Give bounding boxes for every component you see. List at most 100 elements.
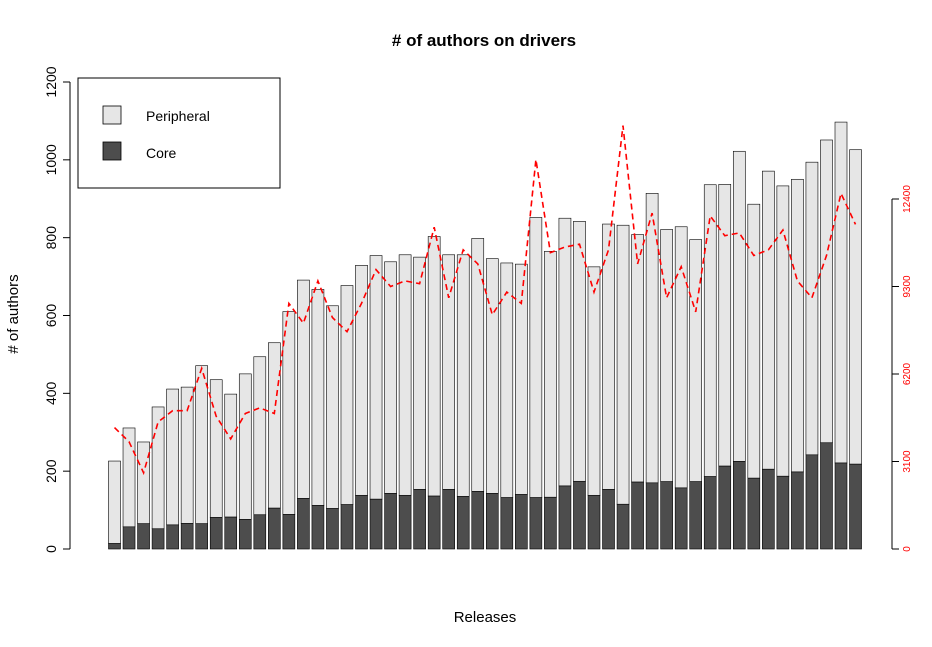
- bar-core: [180, 523, 194, 550]
- legend-swatch-peripheral: [102, 105, 122, 125]
- x-axis-label: Releases: [454, 609, 517, 626]
- bar-core: [602, 489, 615, 550]
- bar-core: [689, 481, 703, 550]
- bar-core: [224, 516, 238, 550]
- bar-core: [282, 514, 296, 550]
- bar-core: [573, 480, 586, 550]
- bar-core: [151, 528, 165, 550]
- bar-core: [398, 494, 412, 550]
- bar-peripheral: [180, 386, 194, 524]
- bar-core: [849, 463, 862, 550]
- bar-peripheral: [311, 289, 325, 506]
- bar-core: [297, 498, 310, 550]
- bar-peripheral: [631, 234, 644, 483]
- legend-swatch-core: [102, 141, 122, 161]
- bar-core: [558, 485, 572, 550]
- bar-core: [413, 489, 426, 550]
- bar-core: [253, 514, 267, 550]
- bar-core: [311, 505, 325, 550]
- right-axis: 0 3100 6200 9300 12400: [891, 185, 913, 552]
- bar-core: [485, 493, 499, 550]
- bar-peripheral: [732, 150, 746, 462]
- bar-peripheral: [515, 263, 528, 495]
- bar-core: [471, 491, 485, 550]
- bar-peripheral: [398, 254, 412, 496]
- bar-peripheral: [500, 262, 514, 498]
- bar-core: [732, 461, 746, 550]
- bar-core: [427, 495, 441, 550]
- bar-peripheral: [849, 149, 862, 465]
- bar-peripheral: [384, 261, 397, 494]
- bar-core: [674, 487, 688, 550]
- bar-peripheral: [151, 406, 165, 530]
- bar-peripheral: [137, 441, 150, 525]
- bar-peripheral: [529, 217, 543, 498]
- bar-peripheral: [282, 311, 296, 515]
- bar-group: [108, 121, 862, 550]
- bar-peripheral: [616, 224, 630, 505]
- bar-core: [544, 496, 557, 550]
- bar-core: [195, 523, 208, 550]
- bar-peripheral: [253, 356, 267, 516]
- bar-core: [718, 465, 732, 550]
- bar-peripheral: [805, 161, 819, 456]
- y2-tick-label: 9300: [902, 275, 913, 298]
- bar-core: [703, 476, 717, 550]
- bar-core: [791, 471, 804, 550]
- bar-peripheral: [355, 264, 368, 496]
- bar-peripheral: [820, 139, 833, 444]
- bar-peripheral: [689, 239, 703, 482]
- bar-core: [776, 475, 790, 550]
- bar-core: [355, 494, 368, 550]
- bar-peripheral: [297, 279, 310, 499]
- bar-peripheral: [762, 170, 775, 470]
- bar-peripheral: [268, 342, 281, 509]
- y-tick-label: 0: [43, 545, 59, 553]
- y-tick-label: 1200: [43, 66, 59, 97]
- y2-tick-label: 3100: [902, 450, 913, 473]
- bar-core: [238, 519, 252, 550]
- bar-core: [747, 477, 761, 550]
- y-axis-label: # of authors: [5, 274, 22, 353]
- bar-peripheral: [587, 266, 601, 496]
- bar-peripheral: [471, 238, 485, 492]
- bar-core: [442, 489, 455, 550]
- bar-peripheral: [544, 250, 557, 498]
- y-tick-label: 600: [43, 304, 59, 328]
- bar-core: [122, 526, 136, 550]
- bar-peripheral: [660, 229, 673, 482]
- bar-peripheral: [340, 285, 354, 505]
- bar-core: [616, 503, 630, 550]
- secondary-series-line: [113, 125, 857, 476]
- bar-peripheral: [369, 255, 383, 500]
- bar-peripheral: [645, 193, 659, 484]
- bar-peripheral: [703, 184, 717, 477]
- bar-core: [834, 462, 848, 550]
- bar-peripheral: [209, 379, 223, 518]
- bar-peripheral: [326, 305, 339, 509]
- y-tick-label: 800: [43, 226, 59, 250]
- bar-core: [762, 468, 775, 550]
- chart-title: # of authors on drivers: [392, 31, 576, 50]
- bar-core: [587, 494, 601, 550]
- bar-peripheral: [791, 178, 804, 473]
- bar-core: [137, 523, 150, 550]
- bar-core: [515, 494, 528, 550]
- y2-tick-label: 12400: [902, 185, 913, 213]
- legend-box: [77, 77, 281, 189]
- y-tick-label: 200: [43, 459, 59, 483]
- bar-peripheral: [834, 121, 848, 464]
- bar-core: [645, 482, 659, 550]
- bar-peripheral: [427, 236, 441, 497]
- bar-core: [268, 507, 281, 550]
- y2-tick-label: 6200: [902, 362, 913, 385]
- bar-peripheral: [108, 460, 121, 544]
- bar-peripheral: [573, 221, 586, 482]
- legend-label-peripheral: Peripheral: [146, 108, 210, 124]
- bar-core: [340, 504, 354, 550]
- bar-core: [326, 508, 339, 550]
- bar-peripheral: [238, 373, 252, 520]
- left-axis: 0 200 400 600 800 1000 1200: [43, 66, 71, 553]
- bar-core: [369, 498, 383, 550]
